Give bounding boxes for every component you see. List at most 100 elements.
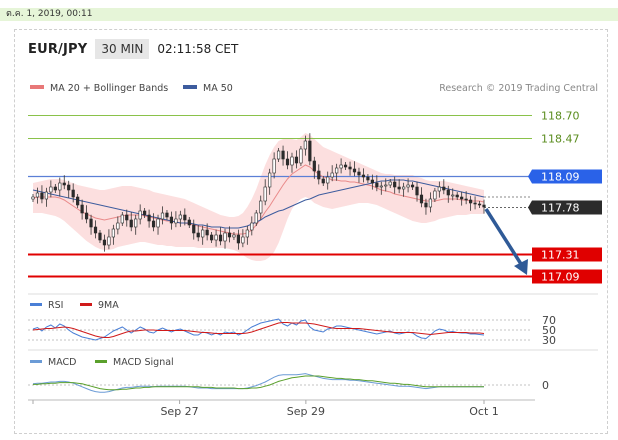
candle-body	[187, 219, 191, 226]
candle-body	[455, 194, 459, 198]
candle-body	[156, 218, 160, 228]
candle-body	[178, 214, 182, 220]
candle-body	[339, 164, 343, 169]
candle-body	[303, 140, 307, 150]
macd-legend-label: MACD	[48, 357, 76, 368]
candle-body	[366, 176, 370, 181]
candle-body	[245, 229, 249, 238]
x-axis: Sep 27 Sep 29 Oct 1	[32, 400, 499, 418]
candle-body	[290, 156, 294, 166]
candle-body	[299, 148, 303, 164]
candle-body	[308, 140, 312, 162]
candle-body	[129, 219, 133, 228]
candle-body	[419, 194, 424, 204]
current-price-label: 117.78	[541, 202, 580, 215]
rsi-level-label-50: 50	[542, 324, 556, 337]
rsi-legend-label: RSI	[48, 300, 63, 311]
candle-body	[437, 186, 441, 192]
candle-body	[397, 186, 401, 190]
forecast-arrow-head	[514, 259, 528, 275]
candle-body	[53, 186, 57, 191]
ma20-line	[32, 164, 485, 235]
candle-body	[330, 172, 334, 178]
candle-body	[201, 229, 205, 238]
candle-body	[125, 214, 129, 221]
ma50-line	[32, 179, 485, 229]
macd-legend-swatch	[30, 360, 42, 363]
nine-ma-legend-swatch	[80, 303, 92, 306]
candle-body	[31, 196, 35, 200]
candle-body	[272, 158, 276, 174]
forecast-arrow-shaft	[484, 208, 523, 265]
chart-frame	[14, 29, 608, 434]
candle-body	[259, 200, 263, 214]
rsi-level-label-70: 70	[542, 314, 556, 327]
x-axis-tick-label: Sep 29	[287, 405, 325, 418]
candle-body	[361, 174, 366, 178]
candle-body	[317, 170, 321, 180]
candle-body	[415, 186, 419, 196]
date-bar: ต.ค. 1, 2019, 00:11	[0, 8, 618, 21]
candle-body	[89, 218, 93, 228]
currency-pair: EUR/JPY	[28, 41, 88, 57]
candle-body	[482, 204, 486, 208]
candle-body	[58, 182, 62, 191]
candle-body	[107, 236, 111, 246]
candle-body	[384, 184, 388, 187]
current-price-tag	[528, 200, 602, 215]
candle-body	[44, 191, 48, 200]
credit-text: Research © 2019 Trading Central	[439, 83, 598, 94]
candle-body	[147, 214, 151, 222]
candle-body	[165, 212, 169, 218]
candle-body	[223, 232, 227, 242]
candle-body	[335, 167, 339, 174]
rsi-legend-swatch	[30, 303, 42, 306]
candle-body	[433, 190, 437, 200]
x-axis-tick-label: Sep 27	[160, 405, 198, 418]
chart-header: EUR/JPY 30 MIN 02:11:58 CET	[28, 38, 238, 60]
candle-body	[357, 171, 361, 176]
candle-body	[424, 202, 428, 208]
support-price-tag-4	[532, 247, 602, 262]
candle-body	[451, 194, 455, 197]
nine-ma-line	[32, 322, 485, 338]
candle-body	[388, 181, 392, 186]
candle-body	[460, 196, 464, 200]
candle-body	[352, 168, 357, 173]
candle-body	[285, 158, 290, 166]
candle-body	[205, 229, 209, 236]
ma50-legend-label: MA 50	[203, 83, 233, 94]
macd-signal-legend-label: MACD Signal	[113, 357, 174, 368]
macd-panel: 0	[28, 373, 549, 393]
candle-body	[62, 182, 66, 186]
pivot-label: 118.09	[541, 171, 580, 184]
candle-body	[214, 234, 218, 241]
candle-body	[469, 199, 473, 204]
candle-body	[232, 234, 236, 238]
candle-body	[241, 236, 245, 244]
bollinger-band-fill	[33, 133, 484, 261]
candle-body	[76, 196, 80, 206]
candle-body	[370, 179, 374, 184]
price-panel: 118.70 118.47 118.09 117.78 117.31 117.09	[28, 110, 602, 284]
candle-body	[160, 212, 165, 220]
candle-body	[473, 202, 477, 205]
bb-legend-label: MA 20 + Bollinger Bands	[50, 83, 168, 94]
nine-ma-legend-label: 9MA	[98, 300, 119, 311]
resistance-label-1: 118.47	[541, 133, 580, 146]
bb-legend-swatch	[30, 85, 44, 89]
candle-body	[40, 192, 44, 200]
candle-body	[343, 164, 348, 168]
candle-body	[138, 210, 142, 220]
timeframe-button[interactable]: 30 MIN	[95, 39, 150, 59]
candle-body	[446, 189, 450, 196]
candle-body	[254, 212, 258, 224]
candle-body	[326, 176, 330, 184]
candle-body	[196, 232, 200, 238]
candle-body	[80, 204, 84, 214]
candle-body	[210, 234, 214, 241]
macd-signal-line	[33, 375, 484, 391]
candle-body	[116, 222, 120, 230]
